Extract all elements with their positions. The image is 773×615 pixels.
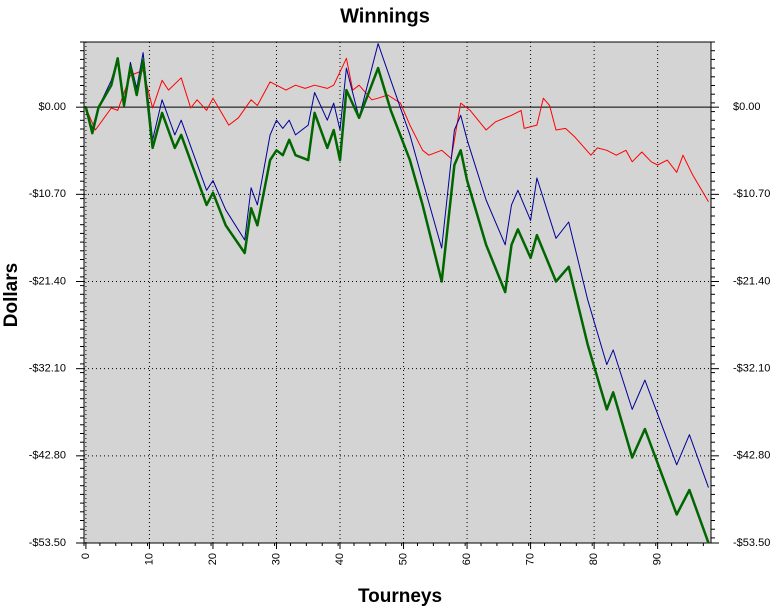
- y-tick-label-right: -$53.50: [733, 537, 770, 549]
- series-line: [85, 57, 709, 202]
- y-tick-label: -$21.40: [29, 275, 66, 287]
- x-tick-label: 20: [207, 553, 219, 565]
- y-tick-label-right: -$42.80: [733, 450, 770, 462]
- y-tick-label: -$42.80: [29, 450, 66, 462]
- y-tick-label-right: $0.00: [733, 101, 761, 113]
- x-tick-label: 0: [80, 553, 92, 559]
- x-axis-label: Tourneys: [358, 586, 442, 607]
- x-tick-label: 10: [143, 553, 155, 565]
- x-tick-label: 40: [334, 553, 346, 565]
- plot-area: [83, 41, 712, 544]
- x-tick-label: 90: [652, 553, 664, 565]
- series-line: [84, 57, 710, 544]
- x-tick-label: 30: [270, 553, 282, 565]
- x-tick-label: 70: [524, 553, 536, 565]
- x-tick-label: 50: [397, 553, 409, 565]
- x-tick-label: 80: [588, 553, 600, 565]
- y-tick-label: -$53.50: [29, 537, 66, 549]
- y-tick-label-right: -$32.10: [733, 363, 770, 375]
- y-tick-label: -$32.10: [29, 363, 66, 375]
- chart-title: Winnings: [340, 5, 430, 27]
- y-tick-label-right: -$10.70: [733, 188, 770, 200]
- y-axis-label: Dollars: [1, 263, 22, 327]
- y-tick-label: -$10.70: [29, 188, 66, 200]
- x-tick-label: 60: [461, 553, 473, 565]
- y-tick-label: $0.00: [38, 101, 66, 113]
- y-tick-label-right: -$21.40: [733, 275, 770, 287]
